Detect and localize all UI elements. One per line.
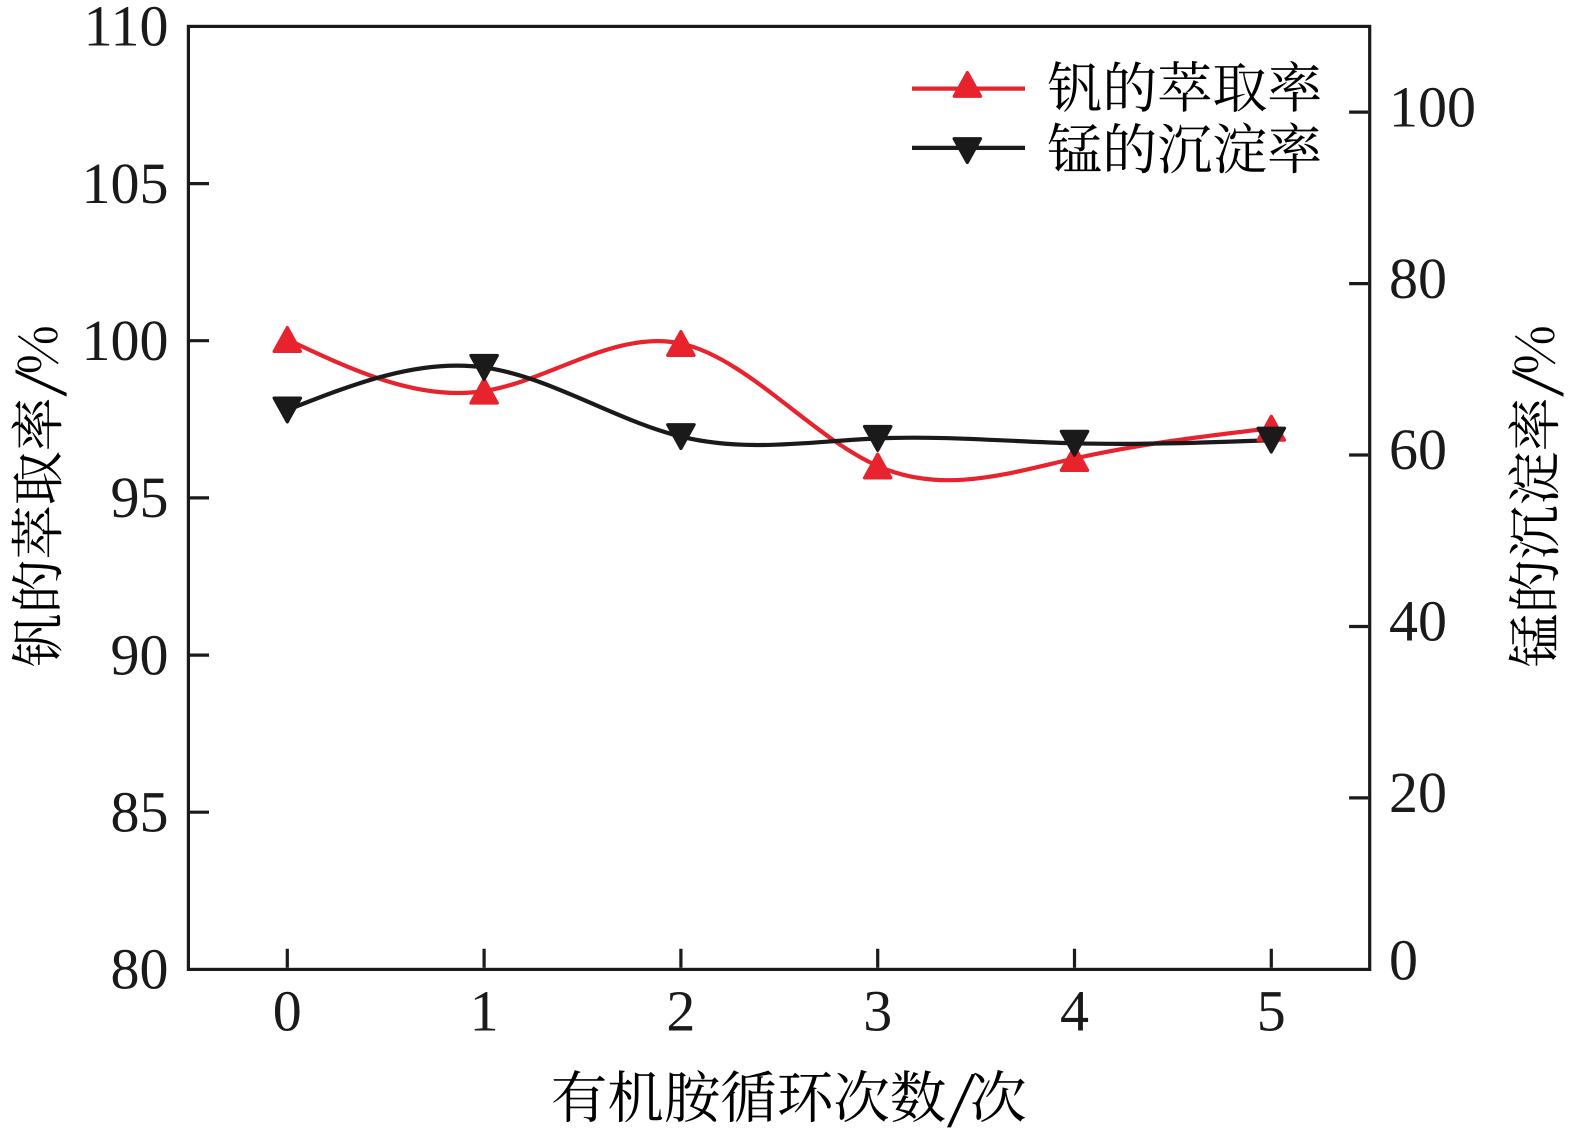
svg-text:80: 80 (111, 937, 169, 1002)
svg-text:2: 2 (666, 979, 695, 1044)
svg-text:4: 4 (1060, 979, 1089, 1044)
svg-text:60: 60 (1389, 417, 1447, 482)
svg-text:1: 1 (470, 979, 499, 1044)
svg-text:0: 0 (273, 979, 302, 1044)
svg-text:3: 3 (863, 979, 892, 1044)
svg-text:95: 95 (111, 465, 169, 530)
svg-text:100: 100 (82, 308, 169, 373)
svg-text:80: 80 (1389, 246, 1447, 311)
svg-text:100: 100 (1389, 74, 1476, 139)
svg-text:85: 85 (111, 780, 169, 845)
svg-text:40: 40 (1389, 589, 1447, 654)
svg-text:5: 5 (1257, 979, 1286, 1044)
svg-text:110: 110 (84, 0, 169, 59)
svg-text:105: 105 (82, 151, 169, 216)
svg-text:90: 90 (111, 622, 169, 687)
svg-text:20: 20 (1389, 760, 1447, 825)
svg-text:0: 0 (1389, 928, 1418, 993)
